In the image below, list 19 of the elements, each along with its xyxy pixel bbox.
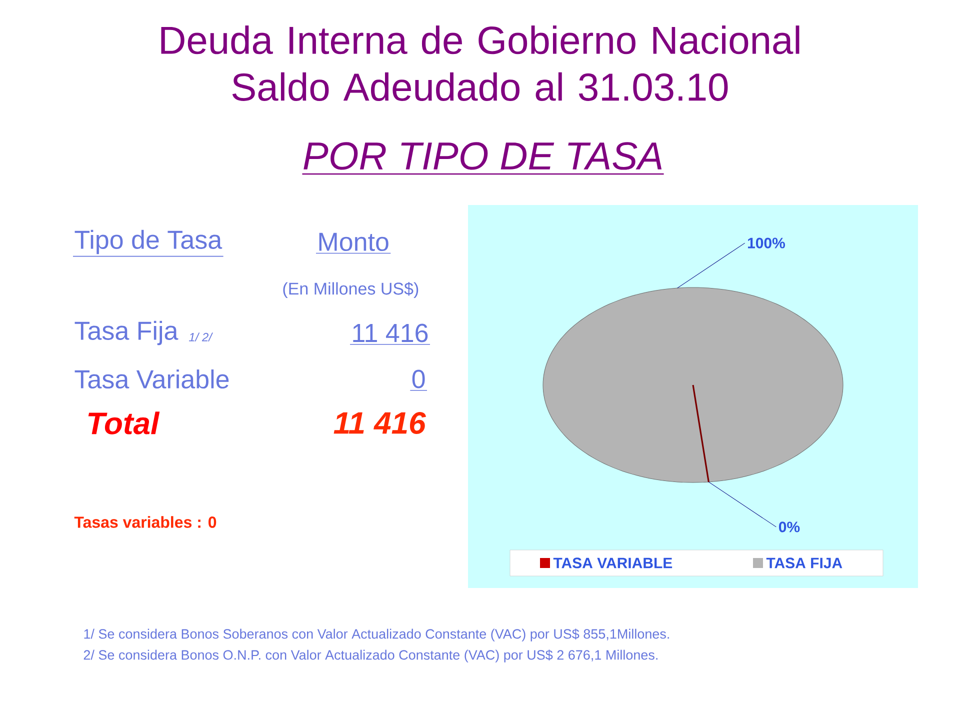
text: 1/ 2/ bbox=[188, 332, 214, 342]
text: Tasa Variable bbox=[74, 369, 229, 389]
text: 1/ Se considera Bonos Soberanos con Valor Actualizado Constante (VAC) por US$ 855,1Millones. bbox=[84, 628, 669, 642]
text: Tasas variables : 0 bbox=[74, 516, 216, 528]
text: Tasa Fija bbox=[74, 320, 178, 346]
text: 11 416 bbox=[334, 412, 426, 434]
chart-title: Deuda Interna de Gobierno Nacional Saldo Adeudado al 31.03.10 bbox=[161, 26, 800, 101]
text: (En Millones US$) bbox=[283, 282, 418, 298]
text: 0% bbox=[778, 522, 800, 532]
text: Total bbox=[88, 412, 160, 434]
data-label: 100% bbox=[748, 238, 785, 248]
text: 11 416 bbox=[353, 324, 428, 342]
chart-subtitle: POR TIPO DE TASA bbox=[304, 142, 662, 170]
text: Monto bbox=[319, 232, 388, 252]
text: 2/ Se considera Bonos O.N.P. con Valor Actualizado Constante (VAC) por US$ 2 676,1 Millones. bbox=[84, 650, 658, 662]
text: Tipo de Tasa bbox=[74, 230, 222, 254]
legend-label: TASA FIJA bbox=[766, 558, 842, 568]
text: 0 bbox=[412, 370, 425, 388]
legend-label: TASA VARIABLE bbox=[553, 558, 672, 568]
